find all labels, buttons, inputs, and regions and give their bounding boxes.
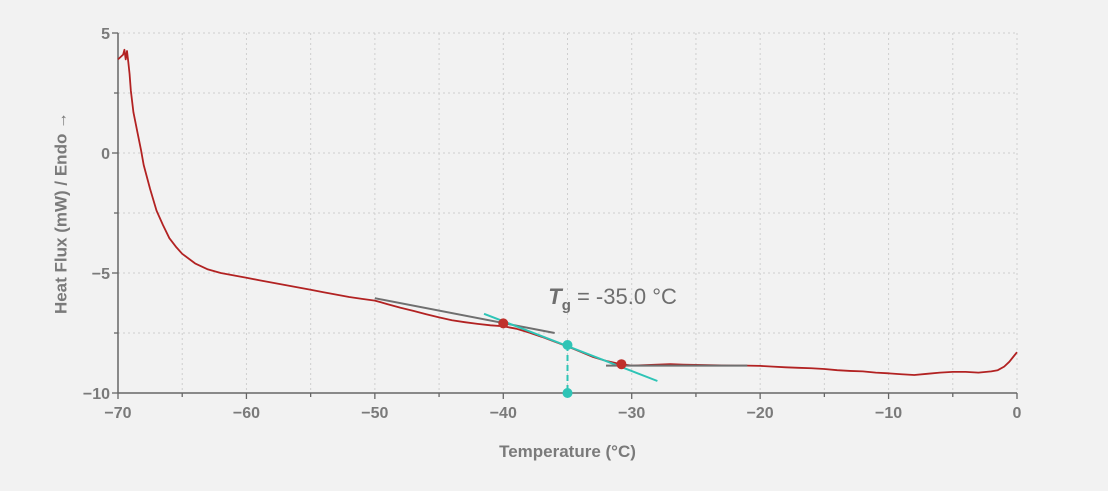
grid-lines <box>118 32 1018 393</box>
y-tick-label: −10 <box>83 386 110 403</box>
y-tick-label: 5 <box>101 26 110 43</box>
axis-marker <box>562 388 573 398</box>
tick-labels: −70 −60 −50 −40 −30 −20 −10 0 5 0 −5 −10 <box>83 26 1022 422</box>
x-tick-label: −70 <box>104 405 131 422</box>
x-tick-label: −20 <box>747 405 774 422</box>
x-axis-label: Temperature (°C) <box>499 442 636 461</box>
midpoint-marker <box>562 340 573 350</box>
y-axis-label: Heat Flux (mW) / Endo → <box>51 112 70 314</box>
x-tick-label: −10 <box>875 405 902 422</box>
x-tick-label: −40 <box>490 405 517 422</box>
x-tick-label: 0 <box>1013 405 1022 422</box>
tg-subscript: g <box>562 297 571 314</box>
tg-value: = -35.0 °C <box>571 284 677 309</box>
y-tick-label: −5 <box>92 266 110 283</box>
x-tick-label: −60 <box>233 405 260 422</box>
end-marker <box>616 359 627 370</box>
x-tick-label: −30 <box>618 405 645 422</box>
tg-symbol: T <box>548 284 563 309</box>
y-tick-label: 0 <box>101 146 110 163</box>
tg-annotation: Tg = -35.0 °C <box>548 284 677 314</box>
baseline-tangent <box>374 297 555 334</box>
onset-marker <box>498 318 509 329</box>
x-tick-label: −50 <box>361 405 388 422</box>
markers <box>498 318 627 398</box>
